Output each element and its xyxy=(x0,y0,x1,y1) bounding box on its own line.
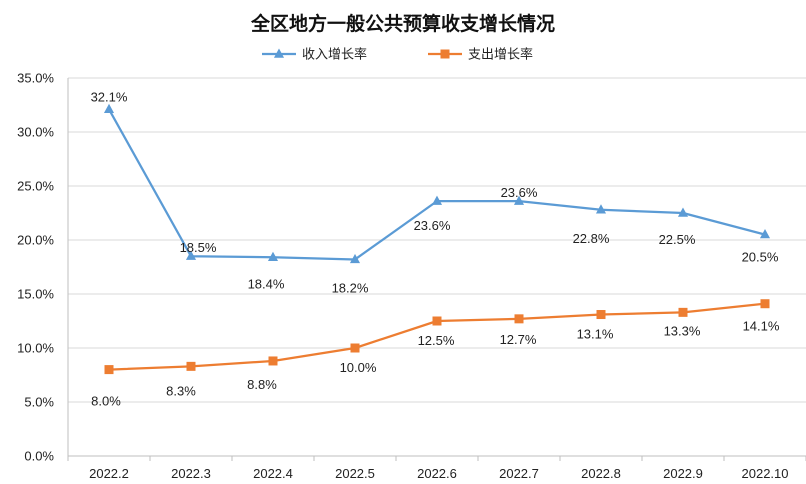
legend-label: 支出增长率 xyxy=(468,47,533,63)
series-group: 32.1% 18.5% 18.4% 18.2% 23.6% 23.6% 22.8% 22.5%… xyxy=(91,89,780,408)
chart-title: 全区地方一般公共预算收支增长情况 xyxy=(250,12,555,35)
data-label: 18.5% xyxy=(180,240,217,255)
data-point xyxy=(103,103,115,114)
data-point xyxy=(760,299,770,309)
y-tick-label: 0.0% xyxy=(24,449,54,464)
x-tick-label: 2022.5 xyxy=(335,466,375,481)
data-label: 20.5% xyxy=(742,250,779,265)
data-label: 13.3% xyxy=(664,323,701,338)
grid xyxy=(68,77,806,403)
data-label: 18.4% xyxy=(248,276,285,291)
data-point xyxy=(186,361,196,371)
data-point xyxy=(440,49,450,59)
data-label: 12.7% xyxy=(500,332,537,347)
x-tick-label: 2022.3 xyxy=(171,466,211,481)
y-tick-label: 35.0% xyxy=(17,71,54,86)
data-point xyxy=(677,207,689,217)
series-2: 8.0% 8.3% 8.8% 10.0% 12.5% 12.7% 13.1% 13.3% 14.… xyxy=(91,299,780,409)
legend-item-1: 收入增长率 xyxy=(262,47,367,63)
data-label: 8.8% xyxy=(247,377,277,392)
data-point xyxy=(759,229,771,239)
data-point xyxy=(267,251,279,261)
y-tick-label: 20.0% xyxy=(17,233,54,248)
x-tick-label: 2022.8 xyxy=(581,466,621,481)
x-tick-label: 2022.9 xyxy=(663,466,703,481)
data-label: 14.1% xyxy=(743,319,780,334)
y-tick-label: 10.0% xyxy=(17,341,54,356)
data-point xyxy=(268,356,278,366)
data-point xyxy=(595,204,607,214)
data-label: 23.6% xyxy=(501,185,538,200)
x-tick-label: 2022.4 xyxy=(253,466,293,481)
data-point xyxy=(514,314,524,324)
y-tick-label: 30.0% xyxy=(17,125,54,140)
data-point xyxy=(350,343,360,353)
data-label: 22.5% xyxy=(659,232,696,247)
y-tick-label: 5.0% xyxy=(24,395,54,410)
data-label: 23.6% xyxy=(414,218,451,233)
x-tick-label: 2022.6 xyxy=(417,466,457,481)
data-point xyxy=(185,250,197,260)
data-point xyxy=(273,48,285,58)
data-point xyxy=(104,365,114,375)
data-point xyxy=(431,195,443,205)
data-label: 13.1% xyxy=(577,327,614,342)
legend-item-2: 支出增长率 xyxy=(428,47,533,63)
data-label: 18.2% xyxy=(332,280,369,295)
data-point xyxy=(678,307,688,317)
y-tick-label: 25.0% xyxy=(17,179,54,194)
data-point xyxy=(513,195,525,205)
x-tick-label: 2022.7 xyxy=(499,466,539,481)
series-1: 32.1% 18.5% 18.4% 18.2% 23.6% 23.6% 22.8% 22.5%… xyxy=(91,89,779,295)
data-label: 32.1% xyxy=(91,89,128,104)
axes: 0.0% 5.0% 10.0% 15.0% 20.0% 25.0% 30.0% 35.0% 20… xyxy=(17,71,806,481)
legend: 收入增长率 支出增长率 xyxy=(262,47,533,63)
data-label: 8.3% xyxy=(166,383,196,398)
y-tick-label: 15.0% xyxy=(17,287,54,302)
data-label: 22.8% xyxy=(573,231,610,246)
data-point xyxy=(349,253,361,264)
data-point xyxy=(596,310,606,320)
data-label: 12.5% xyxy=(418,333,455,348)
x-tick-label: 2022.2 xyxy=(89,466,129,481)
legend-label: 收入增长率 xyxy=(302,47,367,63)
x-tick-label: 2022.10 xyxy=(742,466,789,481)
data-label: 10.0% xyxy=(340,360,377,375)
data-label: 8.0% xyxy=(91,394,121,409)
data-point xyxy=(432,316,442,326)
